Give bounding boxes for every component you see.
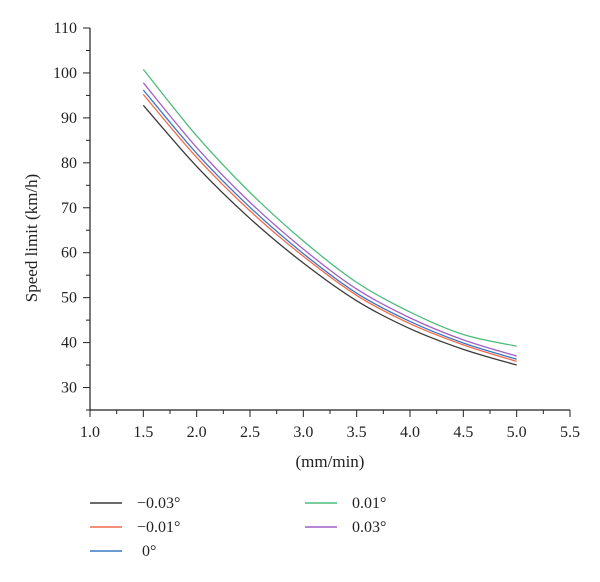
ticks: 1.0 1.5 2.0 2.5 3.0 3.5 4.0 4.5 5.0 5.5 30 40 50 60 70… [53, 20, 580, 441]
y-tick-label: 110 [54, 20, 77, 37]
x-tick-label: 5.0 [507, 424, 527, 441]
legend-label: −0.01° [137, 519, 180, 536]
y-tick-label: 90 [61, 110, 77, 127]
y-tick-label: 50 [61, 290, 77, 307]
x-tick-label: 5.5 [560, 424, 580, 441]
y-axis-title: Speed limit (km/h) [22, 174, 41, 302]
y-tick-label: 60 [61, 245, 77, 262]
x-tick-label: 1.5 [133, 424, 153, 441]
y-tick-label: 70 [61, 200, 77, 217]
x-tick-label: 4.5 [453, 424, 473, 441]
series-line [142, 68, 517, 347]
x-tick-label: 3.5 [347, 424, 367, 441]
series-line [142, 89, 517, 360]
x-tick-label: 4.0 [400, 424, 420, 441]
legend: −0.03° −0.01° 0° 0.01° 0.03° [90, 495, 386, 560]
x-axis-title: (mm/min) [296, 452, 365, 471]
x-tick-label: 2.5 [240, 424, 260, 441]
axes [89, 28, 570, 411]
legend-label: 0.01° [352, 495, 386, 512]
series-line [142, 104, 517, 366]
x-tick-label: 3.0 [293, 424, 313, 441]
legend-label: −0.03° [137, 495, 180, 512]
x-tick-label: 2.0 [187, 424, 207, 441]
series-line [142, 82, 517, 357]
y-tick-label: 30 [61, 380, 77, 397]
legend-label: 0° [142, 543, 156, 560]
y-tick-label: 100 [53, 65, 77, 82]
series-lines [142, 68, 517, 366]
series-line [142, 94, 517, 363]
y-tick-label: 40 [61, 335, 77, 352]
y-tick-label: 80 [61, 155, 77, 172]
x-tick-label: 1.0 [80, 424, 100, 441]
legend-label: 0.03° [352, 519, 386, 536]
